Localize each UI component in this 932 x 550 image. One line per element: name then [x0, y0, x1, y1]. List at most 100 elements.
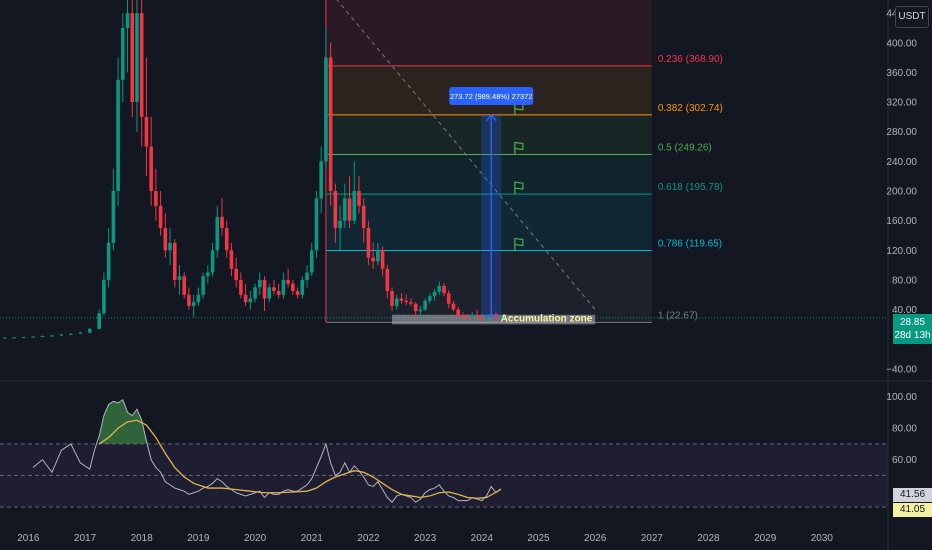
candle-body: [291, 283, 295, 292]
candle: [50, 334, 54, 337]
candle-body: [286, 279, 290, 284]
candle-body: [158, 205, 163, 229]
candle-body: [267, 287, 272, 299]
measure-label-bg: [449, 86, 534, 105]
candle: [338, 205, 342, 251]
candle-body: [139, 13, 144, 117]
candle-body: [106, 242, 111, 280]
currency-button[interactable]: USDT: [895, 6, 929, 28]
candle-body: [50, 335, 54, 337]
candle: [154, 168, 158, 221]
candle: [253, 283, 257, 303]
candle-body: [135, 13, 139, 103]
candle-body: [206, 272, 210, 277]
candle: [494, 312, 498, 320]
candle-body: [21, 337, 26, 339]
candle: [399, 293, 404, 304]
candle-body: [172, 242, 177, 280]
price-tick-label: 200.00: [886, 187, 917, 198]
candle: [116, 57, 120, 206]
price-tick-label: 360.00: [886, 68, 917, 79]
candle: [498, 315, 503, 320]
last-price-badge: 28.85 28d 13h: [893, 314, 932, 344]
candle: [380, 246, 385, 277]
rsi-overbought-fill: [99, 399, 147, 444]
candle-body: [347, 198, 352, 221]
candle-body: [187, 294, 191, 306]
candle-body: [366, 228, 371, 258]
candle: [295, 287, 300, 299]
candle: [475, 309, 479, 319]
candle-body: [423, 300, 427, 310]
candle-body: [394, 298, 399, 306]
candle-body: [385, 268, 390, 292]
candle-body: [352, 191, 357, 221]
candle: [361, 198, 366, 243]
candle: [276, 283, 281, 299]
candle: [404, 294, 409, 306]
flag-shape: [514, 237, 524, 251]
candle-body: [215, 216, 220, 251]
price-candles: [2, 0, 503, 339]
candle-body: [371, 257, 375, 262]
price-tick-label: 320.00: [886, 98, 917, 109]
candle-body: [333, 191, 338, 229]
fib-band: [325, 114, 652, 155]
candle: [121, 13, 125, 103]
rsi-tick-label: 100.00: [886, 392, 917, 403]
candle: [97, 309, 101, 330]
candle-body: [262, 279, 267, 299]
candle: [234, 257, 238, 288]
candle-body: [305, 272, 309, 280]
rsi-ma-value-badge: 41.05: [893, 503, 932, 517]
candle-body: [361, 205, 366, 229]
candle: [371, 242, 375, 269]
candle: [59, 334, 64, 336]
candle: [309, 242, 314, 277]
candle-body: [418, 309, 423, 312]
candle-body: [432, 291, 437, 297]
candle: [248, 291, 253, 310]
time-tick-label: 2020: [244, 533, 267, 544]
price-tick-label: −40.00: [886, 364, 917, 375]
price-range-measure[interactable]: 273.72 (989.48%) 27372: [449, 86, 534, 318]
candle: [262, 276, 267, 312]
candle: [418, 305, 423, 316]
candle: [314, 191, 319, 258]
fib-band: [325, 0, 652, 66]
time-tick-label: 2026: [584, 533, 607, 544]
candle: [21, 337, 26, 339]
time-tick-label: 2018: [131, 533, 154, 544]
candle: [158, 191, 163, 236]
candle: [111, 168, 116, 251]
candle: [413, 302, 418, 317]
accumulation-zone[interactable]: Accumulation zone: [392, 313, 596, 324]
candle-body: [31, 336, 35, 338]
fib-level-label: 0.236 (368.90): [658, 54, 723, 65]
candle-body: [154, 191, 158, 206]
candle: [163, 213, 168, 258]
candle: [201, 272, 205, 299]
candle: [220, 198, 224, 236]
candle-body: [309, 250, 314, 273]
rsi-tick-label: 60.00: [892, 455, 917, 466]
candle-body: [210, 250, 215, 273]
candle: [366, 220, 371, 266]
candle: [243, 283, 248, 306]
candle-body: [234, 268, 238, 280]
candle: [224, 220, 229, 258]
candle-body: [182, 276, 187, 295]
candle: [272, 279, 276, 295]
fibonacci-retracement[interactable]: 0.236 (368.90) 0.382 (302.74) 0.5 (249.26)…: [325, 0, 723, 323]
rsi-value-badge: 41.56: [893, 488, 932, 502]
candle-body: [196, 294, 201, 303]
candle-body: [380, 250, 385, 269]
candle: [191, 294, 196, 317]
candle-body: [69, 333, 73, 335]
time-tick-label: 2023: [414, 533, 437, 544]
candle-body: [243, 294, 248, 303]
candle-body: [328, 57, 333, 192]
candle: [305, 265, 309, 288]
candle: [149, 116, 153, 206]
